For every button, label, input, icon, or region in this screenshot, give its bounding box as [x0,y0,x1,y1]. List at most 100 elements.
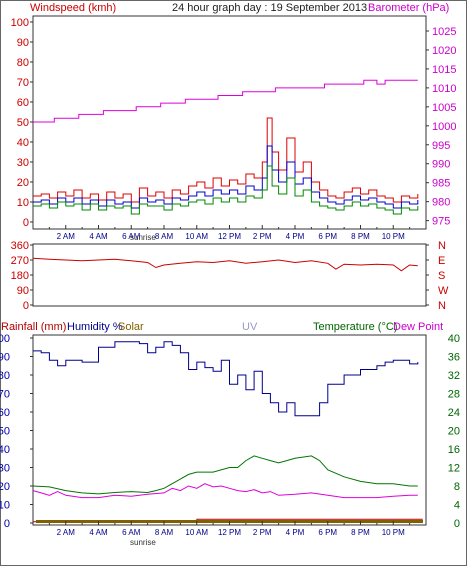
x-tick-label: 10 PM [382,528,405,537]
x-tick-label: 4 PM [286,528,305,537]
windspeed-axis-tick-label: 60 [17,97,29,109]
rainfall-axis-title: Rainfall (mm) [1,321,66,333]
barometer-axis-tick-label: 995 [432,140,450,152]
x-tick-label: 8 PM [351,232,370,241]
windspeed-y-ticks: 0 10 20 30 40 50 60 70 80 90 100 [11,17,33,229]
windspeed-axis-tick-label: 20 [17,177,29,189]
barometer-axis-tick-label: 985 [432,178,450,190]
temperature-axis-tick-label: 24 [448,407,460,419]
bottom-x-ticks: 2 AM 4 AM 6 AM 8 AM 10 AM 12 PM 2 PM 4 PM 6 PM 8 … [48,521,411,537]
windspeed-axis-tick-label: 50 [17,117,29,129]
direction-series [32,257,418,272]
temperature-axis-tick-label: 40 [448,333,460,345]
compass-axis-tick-label: S [438,270,445,282]
x-tick-label: 10 PM [382,232,405,241]
barometer-axis-tick-label: 1010 [432,83,456,95]
x-tick-label: 4 PM [286,232,305,241]
humidity-axis-tick-label: 100 [0,333,10,345]
windspeed-axis-tick-label: 100 [11,17,29,29]
temperature-axis-tick-label: 32 [448,370,460,382]
direction-axis-tick-label: 270 [11,255,29,267]
x-tick-label: 10 AM [185,232,208,241]
barometer-axis-tick-label: 990 [432,159,450,171]
windspeed-axis-title: Windspeed (kmh) [30,2,116,14]
temperature-axis-title: Temperature (°C) [313,321,397,333]
humidity-axis-tick-label: 50 [0,426,10,438]
x-tick-label: 2 PM [253,528,272,537]
windspeed-axis-tick-label: 80 [17,57,29,69]
direction-axis-tick-label: 0 [23,300,29,312]
dewpoint-axis-title: Dew Point [393,321,443,333]
temperature-axis-tick-label: 16 [448,444,460,456]
barometer-axis-tick-label: 1020 [432,45,456,57]
direction-axis-tick-label: 180 [11,270,29,282]
wind-series [33,79,419,215]
temperature-axis-tick-label: 0 [454,518,460,530]
barometer-axis-title: Barometer (hPa) [368,2,449,14]
x-tick-label: 12 PM [218,528,241,537]
windspeed-axis-tick-label: 0 [23,217,29,229]
temperature-axis-tick-label: 8 [454,481,460,493]
windspeed-axis-tick-label: 10 [17,197,29,209]
barometer-axis-tick-label: 1005 [432,102,456,114]
solar-axis-title: Solar [118,321,144,333]
direction-axis-tick-label: 360 [11,240,29,252]
x-tick-label: 4 AM [89,232,108,241]
barometer-axis-tick-label: 1000 [432,121,456,133]
barometer-line [33,79,418,123]
compass-axis-tick-label: W [438,285,449,297]
wind-low-line [33,165,419,215]
x-tick-label: 8 AM [155,528,174,537]
x-tick-label: 2 AM [57,528,76,537]
humidity-axis-tick-label: 20 [0,481,10,493]
humidity-axis-tick-label: 40 [0,444,10,456]
sunrise-label-top: sunrise [130,233,156,242]
sunrise-label-bottom: sunrise [130,538,156,547]
windspeed-axis-tick-label: 30 [17,157,29,169]
temperature-axis-tick-label: 36 [448,352,460,364]
direction-line [32,257,418,272]
windspeed-axis-tick-label: 70 [17,77,29,89]
x-tick-label: 6 PM [318,528,337,537]
humidity-axis-tick-label: 10 [0,500,10,512]
dewpoint-line [32,483,418,499]
temperature-axis-tick-label: 4 [454,500,460,512]
barometer-axis-tick-label: 975 [432,216,450,228]
temperature-axis-tick-label: 12 [448,463,460,475]
direction-axis-tick-label: 90 [17,285,29,297]
top-x-ticks: 2 AM 4 AM 6 AM 8 AM 10 AM 12 PM 2 PM 4 PM 6 PM 8 … [48,225,411,241]
barometer-axis-tick-label: 1025 [432,26,456,38]
direction-y-ticks: 0 90 180 270 360 [11,240,33,312]
windspeed-axis-tick-label: 90 [17,37,29,49]
humidity-axis-tick-label: 30 [0,463,10,475]
x-tick-label: 2 PM [253,232,272,241]
x-tick-label: 8 PM [351,528,370,537]
compass-axis-tick-label: N [438,300,446,312]
humidity-axis-tick-label: 70 [0,389,10,401]
windspeed-axis-tick-label: 40 [17,137,29,149]
x-tick-label: 2 AM [57,232,76,241]
compass-axis-tick-label: E [438,255,445,267]
humidity-axis-tick-label: 90 [0,352,10,364]
x-tick-label: 6 AM [122,232,141,241]
humidity-line [33,341,419,417]
temperature-line [32,455,418,495]
x-tick-label: 6 AM [122,528,141,537]
barometer-axis-tick-label: 1015 [432,64,456,76]
barometer-y-ticks: 975 980 985 990 995 1000 1005 1010 1015 1020 1025 [426,26,456,228]
x-tick-label: 8 AM [155,232,174,241]
temperature-axis-tick-label: 20 [448,426,460,438]
humidity-axis-tick-label: 80 [0,370,10,382]
x-tick-label: 6 PM [318,232,337,241]
uv-axis-title: UV [242,321,258,333]
compass-axis-tick-label: N [438,240,446,252]
humidity-axis-tick-label: 60 [0,407,10,419]
temperature-axis-tick-label: 28 [448,389,460,401]
x-tick-label: 10 AM [185,528,208,537]
x-tick-label: 4 AM [89,528,108,537]
x-tick-label: 12 PM [218,232,241,241]
barometer-axis-tick-label: 980 [432,197,450,209]
humidity-axis-title: Humidity % [67,321,123,333]
